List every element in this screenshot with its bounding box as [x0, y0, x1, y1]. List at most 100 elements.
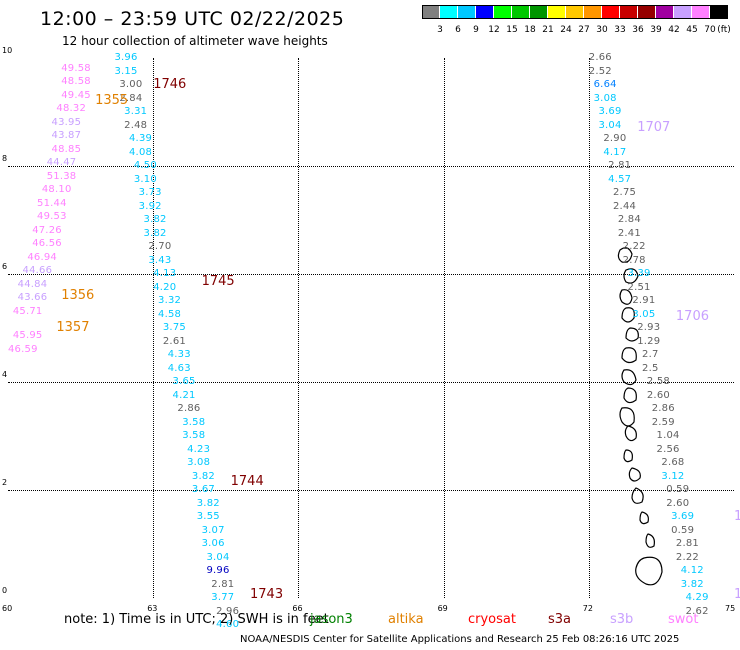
wave-height-value: 2.66 [588, 52, 612, 63]
colorbar-swatch [656, 5, 673, 19]
wave-height-value: 48.58 [61, 76, 91, 88]
units-note: note: 1) Time is in UTC; 2) SWH is in fe… [64, 612, 329, 627]
wave-height-value: 2.93 [637, 322, 661, 333]
wave-height-value: 3.08 [187, 457, 211, 468]
longitude-gridline [443, 58, 445, 598]
colorbar-label: 70 [704, 25, 716, 35]
wave-height-value: 4.12 [680, 565, 704, 576]
wave-height-value: 3.82 [191, 470, 215, 482]
wave-height-value: 4.21 [172, 389, 196, 401]
colorbar-swatch [674, 5, 691, 19]
island-shape [631, 487, 644, 504]
island-outlines [617, 247, 663, 586]
x-tick-label: 63 [147, 604, 158, 613]
wave-height-value: 44.84 [17, 278, 48, 290]
wave-height-value: 48.10 [41, 184, 72, 196]
y-tick-label: 0 [2, 586, 8, 595]
wave-height-value: 0.59 [671, 524, 695, 536]
wave-height-value: 4.29 [685, 592, 709, 603]
wave-height-value: 49.53 [37, 211, 67, 223]
wave-height-value: 4.50 [133, 160, 157, 171]
wave-height-value: 4.39 [129, 133, 153, 144]
wave-height-value: 2.62 [685, 605, 709, 617]
wave-height-value: 2.58 [646, 376, 670, 387]
pass-time-label: 1746 [153, 77, 187, 92]
colorbar-swatch [692, 5, 709, 19]
wave-height-value: 2.41 [617, 227, 641, 239]
wave-height-value: 3.77 [211, 592, 235, 603]
satellite-legend-cryosat: cryosat [468, 612, 516, 627]
wave-height-value: 43.66 [17, 292, 48, 304]
colorbar-swatch [602, 5, 619, 19]
pass-time-label: 17 [734, 587, 740, 603]
wave-height-value: 3.82 [196, 497, 220, 509]
pass-time-label: 1744 [230, 473, 264, 489]
latitude-gridline [8, 166, 734, 167]
wave-height-value: 3.75 [162, 322, 186, 333]
island-shape [621, 307, 635, 323]
colorbar-label: 6 [455, 25, 461, 35]
wave-height-value: 2.86 [177, 403, 201, 414]
colorbar-label: 15 [506, 25, 518, 35]
wave-height-value: 4.17 [603, 146, 627, 158]
wave-height-value: 46.59 [8, 343, 38, 355]
colorbar-label: 21 [542, 25, 554, 35]
wave-height-value: 1.04 [656, 430, 680, 441]
wave-height-value: 2.81 [608, 160, 632, 171]
y-tick-label: 8 [2, 154, 8, 163]
wave-height-value: 4.23 [187, 443, 211, 455]
wave-height-value: 46.94 [27, 251, 57, 263]
island-shape [621, 369, 637, 386]
wave-height-value: 0.59 [666, 484, 690, 495]
wave-height-value: 3.05 [632, 308, 656, 320]
wave-height-value: 3.55 [196, 511, 220, 522]
wave-height-value: 3.12 [661, 470, 685, 482]
wave-height-value: 2.59 [651, 416, 675, 428]
colorbar-label: 18 [524, 25, 536, 35]
colorbar-swatch [710, 5, 727, 19]
wave-height-value: 3.67 [191, 484, 215, 495]
wave-height-value: 51.44 [37, 197, 67, 209]
colorbar-swatch [422, 5, 439, 19]
wave-height-value: 2.96 [216, 605, 240, 617]
colorbar-frame [422, 5, 728, 19]
wave-height-value: 2.48 [124, 119, 148, 131]
wave-height-value: 3.39 [627, 268, 651, 279]
wave-height-value: 3.69 [671, 511, 695, 522]
wave-height-value: 2.5 [642, 362, 659, 374]
wave-height-value: 2.7 [642, 349, 659, 360]
island-shape [623, 449, 633, 463]
x-tick-label: 60 [2, 604, 13, 613]
wave-height-value: 2.22 [622, 241, 646, 252]
colorbar-swatch [440, 5, 457, 19]
y-tick-label: 10 [2, 46, 13, 55]
island-shape [623, 387, 637, 404]
wave-height-value: 44.66 [22, 265, 53, 277]
colorbar-label: 27 [578, 25, 590, 35]
wave-height-value: 3.32 [158, 295, 182, 306]
x-tick-label: 75 [725, 604, 736, 613]
wave-height-value: 46.56 [32, 238, 62, 250]
satellite-legend-s3b: s3b [610, 612, 634, 627]
pass-time-label: 1743 [250, 587, 284, 603]
wave-height-value: 49.45 [61, 89, 91, 101]
wave-height-value: 2.51 [627, 281, 651, 293]
wave-height-value: 3.00 [119, 79, 143, 90]
wave-height-value: 48.85 [51, 143, 82, 155]
wave-height-value: 2.60 [646, 389, 670, 401]
island-shape [639, 511, 649, 525]
island-shape [619, 407, 635, 427]
wave-height-value: 2.81 [211, 578, 235, 590]
wave-height-value: 43.87 [51, 130, 82, 142]
wave-height-value: 4.33 [167, 349, 191, 360]
colorbar-swatch [512, 5, 529, 19]
wave-height-value: 3.04 [598, 119, 622, 131]
wave-height-value: 2.52 [588, 65, 612, 77]
colorbar-swatch [620, 5, 637, 19]
wave-height-value: 2.60 [666, 497, 690, 509]
wave-height-value: 2.56 [656, 443, 680, 455]
colorbar-label: 39 [650, 25, 662, 35]
colorbar-unit: (ft) [717, 25, 731, 35]
wave-height-value: 2.91 [632, 295, 656, 306]
colorbar-swatch [584, 5, 601, 19]
